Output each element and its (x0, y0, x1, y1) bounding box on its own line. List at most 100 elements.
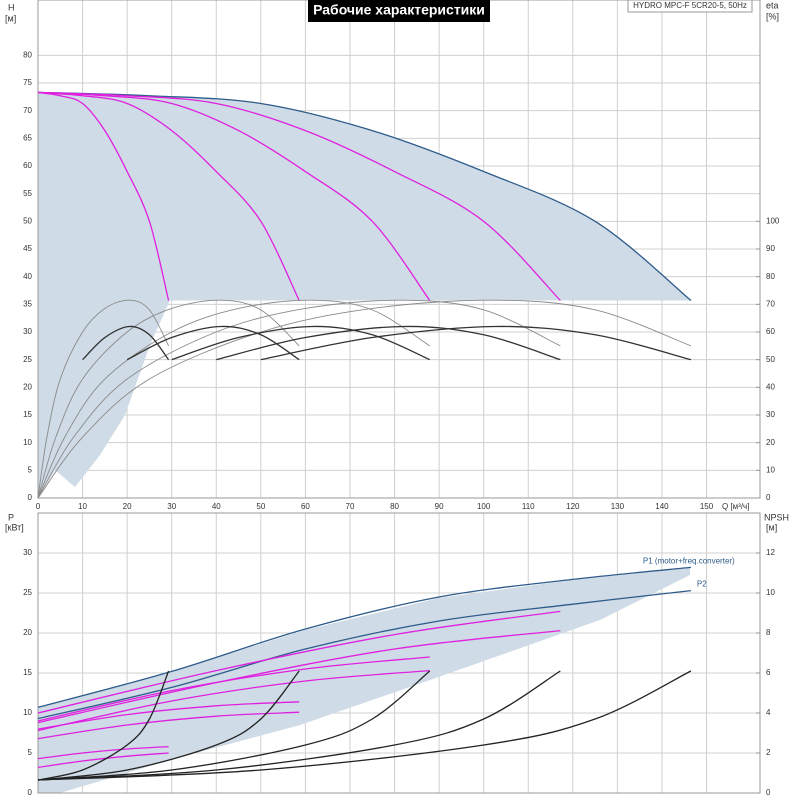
y2-axis-label: NPSH (764, 512, 789, 522)
y-tick-label: 10 (23, 438, 32, 447)
y-tick-label: 65 (23, 133, 32, 142)
curve (37, 752, 169, 769)
y-tick-label: 25 (23, 588, 32, 597)
y2-tick-label: 2 (766, 748, 771, 757)
y-axis-unit: [кВт] (5, 522, 24, 532)
y2-tick-label: 90 (766, 244, 775, 253)
y2-tick-label: 0 (766, 788, 771, 797)
curve (37, 670, 431, 781)
subtitle: HYDRO MPC-F 5CR20-5, 50Hz (633, 1, 747, 10)
y2-tick-label: 10 (766, 588, 775, 597)
curve (37, 670, 170, 781)
x-tick-label: 50 (256, 502, 265, 511)
y-tick-label: 10 (23, 708, 32, 717)
curve (37, 701, 300, 730)
curve (82, 325, 170, 361)
curve (37, 656, 430, 722)
y-tick-label: 0 (28, 788, 33, 797)
y2-tick-label: 100 (766, 216, 780, 225)
y-tick-label: 15 (23, 668, 32, 677)
y-axis-label: P (8, 512, 14, 522)
curve (37, 745, 169, 760)
x-tick-label: 40 (212, 502, 221, 511)
curve (37, 91, 692, 301)
curve-label: P2 (697, 580, 707, 589)
y2-tick-label: 12 (766, 548, 775, 557)
curve (37, 299, 169, 499)
y2-axis-label: eta (766, 0, 779, 10)
y2-tick-label: 8 (766, 628, 771, 637)
curve (216, 325, 561, 361)
operating-range (38, 568, 690, 793)
y-tick-label: 50 (23, 216, 32, 225)
y-tick-label: 70 (23, 106, 32, 115)
curve (37, 91, 561, 301)
y2-tick-label: 0 (766, 493, 771, 502)
x-tick-label: 120 (566, 502, 580, 511)
y2-tick-label: 10 (766, 465, 775, 474)
y-tick-label: 20 (23, 382, 32, 391)
curve (37, 566, 691, 709)
y-axis-unit: [м] (5, 13, 16, 23)
y2-tick-label: 80 (766, 272, 775, 281)
curve-label: P1 (motor+freq.converter) (643, 557, 735, 566)
y2-tick-label: 60 (766, 327, 775, 336)
y-tick-label: 75 (23, 78, 32, 87)
y2-tick-label: 70 (766, 299, 775, 308)
x-tick-label: 0 (36, 502, 41, 511)
y-tick-label: 30 (23, 548, 32, 557)
shading (38, 92, 691, 793)
y-axis-label: H (8, 2, 15, 12)
curve (171, 325, 431, 361)
x-tick-label: 140 (655, 502, 669, 511)
curve (37, 91, 170, 301)
x-tick-label: 150 (700, 502, 714, 511)
y2-axis-unit: [м] (766, 522, 777, 532)
y-tick-label: 25 (23, 355, 32, 364)
x-tick-label: 90 (435, 502, 444, 511)
y-tick-label: 0 (28, 493, 33, 502)
curve (37, 299, 300, 499)
subtitle-box (627, 0, 753, 13)
curve (37, 91, 300, 301)
plot-frame (37, 0, 761, 499)
x-axis-label: Q [м³/ч] (722, 502, 749, 511)
curve (260, 325, 692, 361)
curve (126, 325, 300, 361)
curve (37, 299, 561, 499)
chart-title: Рабочие характеристики (313, 2, 485, 18)
x-tick-label: 80 (390, 502, 399, 511)
y-tick-label: 55 (23, 189, 32, 198)
x-tick-label: 100 (477, 502, 491, 511)
x-tick-label: 130 (611, 502, 625, 511)
y2-tick-label: 20 (766, 438, 775, 447)
plot-layer: 0 10 20 30 40 50 60 70 80 90 100 110 120 130 140 150051… (23, 0, 780, 797)
y-tick-label: 30 (23, 327, 32, 336)
curve (37, 670, 692, 781)
curve (37, 299, 430, 499)
title-box (308, 0, 490, 22)
y2-axis-unit: [%] (766, 11, 779, 21)
y2-tick-label: 4 (766, 708, 771, 717)
y2-tick-label: 40 (766, 382, 775, 391)
y-tick-label: 60 (23, 161, 32, 170)
curve (37, 629, 561, 724)
x-tick-label: 30 (167, 502, 176, 511)
curve (37, 670, 300, 781)
curve (37, 711, 300, 740)
curve (37, 299, 692, 499)
curve (37, 589, 691, 720)
curve (37, 610, 561, 714)
y-tick-label: 15 (23, 410, 32, 419)
plot-frame (37, 512, 761, 794)
curve (37, 669, 430, 732)
x-tick-label: 10 (78, 502, 87, 511)
y-tick-label: 5 (28, 748, 33, 757)
y-tick-label: 45 (23, 244, 32, 253)
y-tick-label: 5 (28, 465, 33, 474)
x-tick-label: 20 (123, 502, 132, 511)
operating-area (38, 92, 691, 301)
y-tick-label: 35 (23, 299, 32, 308)
y2-tick-label: 50 (766, 355, 775, 364)
